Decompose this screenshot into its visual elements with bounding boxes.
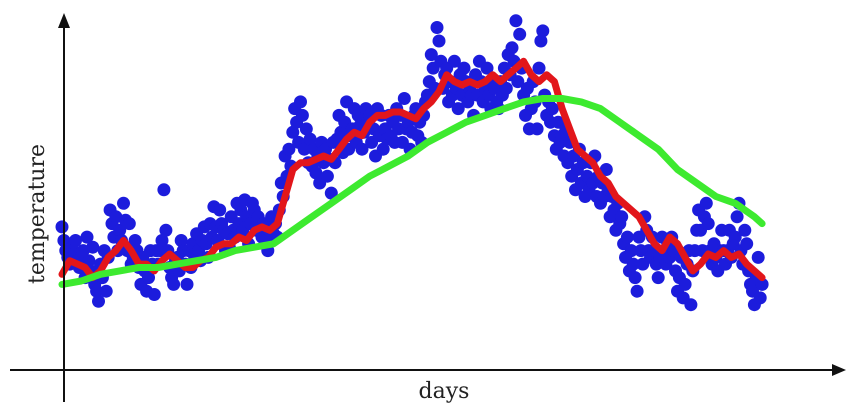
data-point (628, 271, 642, 285)
data-point (457, 61, 471, 75)
data-point (157, 183, 171, 197)
data-point (509, 14, 523, 28)
data-point (536, 24, 550, 38)
data-point (155, 234, 169, 247)
x-axis-label: days (419, 379, 470, 404)
data-point (55, 220, 69, 234)
data-point (505, 41, 519, 55)
y-axis-arrow-icon (58, 13, 70, 28)
data-point (753, 291, 767, 305)
data-point (286, 125, 300, 139)
data-point (69, 234, 82, 247)
data-point (534, 34, 548, 48)
data-point (701, 217, 715, 231)
data-point (128, 234, 142, 247)
data-point (355, 142, 369, 156)
data-point (299, 122, 313, 136)
data-point (282, 142, 296, 156)
data-point (174, 234, 188, 247)
data-point (545, 102, 559, 116)
y-axis-label: temperature (25, 144, 50, 284)
data-point (599, 163, 613, 176)
data-point (451, 102, 465, 116)
data-point (122, 217, 136, 231)
data-point (751, 250, 765, 264)
data-point (755, 277, 769, 291)
data-point (424, 48, 438, 62)
data-point (147, 288, 161, 301)
data-point (397, 92, 411, 105)
data-point (295, 108, 309, 122)
data-point (630, 284, 644, 298)
data-point (480, 61, 494, 75)
data-point (447, 54, 461, 68)
data-point (620, 230, 634, 244)
data-point (626, 257, 640, 271)
data-point (303, 132, 317, 146)
data-point (80, 230, 94, 244)
data-point (532, 61, 546, 75)
data-point (499, 81, 513, 95)
green-average-line (58, 95, 766, 288)
data-point (738, 223, 752, 237)
data-point (180, 277, 194, 291)
data-point (213, 203, 227, 217)
data-point (699, 196, 713, 210)
data-point (142, 271, 155, 285)
data-point (432, 34, 446, 48)
data-point (86, 240, 100, 254)
data-point (294, 95, 307, 109)
data-point (730, 210, 744, 224)
data-point (740, 237, 754, 251)
data-point (297, 142, 311, 156)
data-point (113, 223, 127, 237)
data-point (309, 166, 323, 180)
data-point (324, 186, 338, 200)
series-lines (58, 57, 766, 288)
data-point (651, 271, 665, 285)
data-point (615, 210, 629, 224)
data-point (90, 284, 104, 298)
data-point (624, 244, 638, 258)
data-point (530, 122, 544, 136)
x-axis-arrow-icon (832, 364, 846, 376)
data-point (320, 169, 334, 183)
data-point (92, 294, 105, 308)
data-point (117, 196, 130, 210)
data-point (99, 284, 113, 298)
data-point (513, 27, 527, 41)
data-point (684, 298, 698, 312)
data-point (430, 21, 444, 34)
data-point (511, 75, 525, 89)
data-point (159, 223, 173, 237)
data-point (376, 142, 390, 156)
data-point (167, 277, 181, 291)
data-point (728, 230, 742, 244)
data-point (678, 277, 692, 291)
